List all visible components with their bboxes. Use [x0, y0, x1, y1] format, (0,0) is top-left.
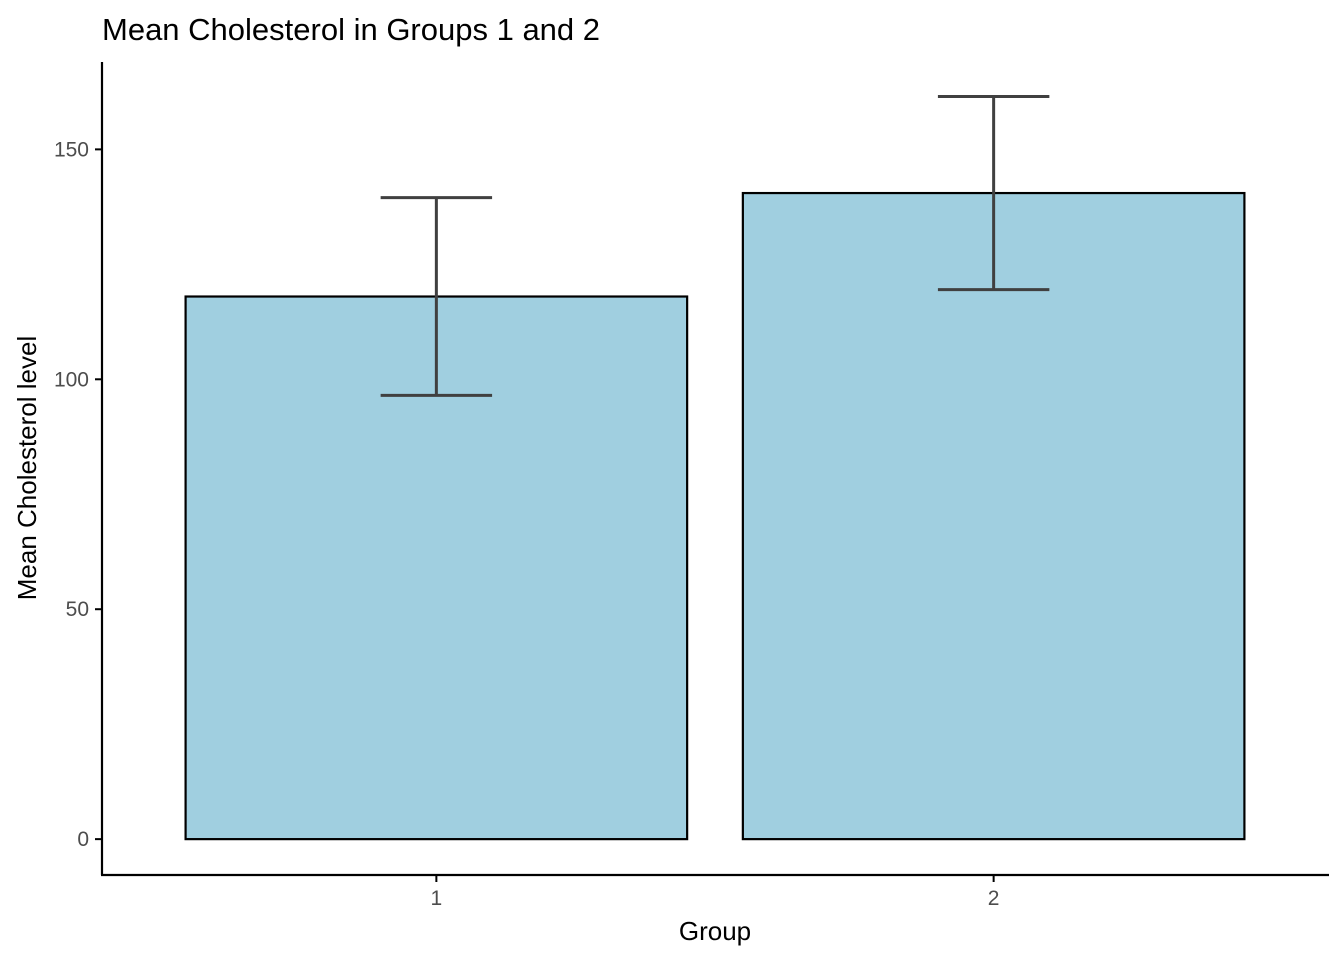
x-axis-title: Group [679, 916, 751, 946]
y-tick-label: 100 [54, 368, 89, 391]
y-tick-label: 0 [77, 828, 89, 851]
y-tick-label: 50 [66, 598, 89, 621]
y-tick-label: 150 [54, 138, 89, 161]
bar-group-2 [741, 191, 1246, 841]
bars [184, 191, 1246, 841]
error-bars [380, 94, 1050, 397]
chart-title: Mean Cholesterol in Groups 1 and 2 [102, 12, 600, 47]
x-tick-label: 1 [431, 887, 443, 910]
x-tick-label: 2 [988, 887, 1000, 910]
y-axis-title: Mean Cholesterol level [12, 336, 42, 600]
y-axis-ticks: 0 50 100 150 [54, 138, 102, 851]
